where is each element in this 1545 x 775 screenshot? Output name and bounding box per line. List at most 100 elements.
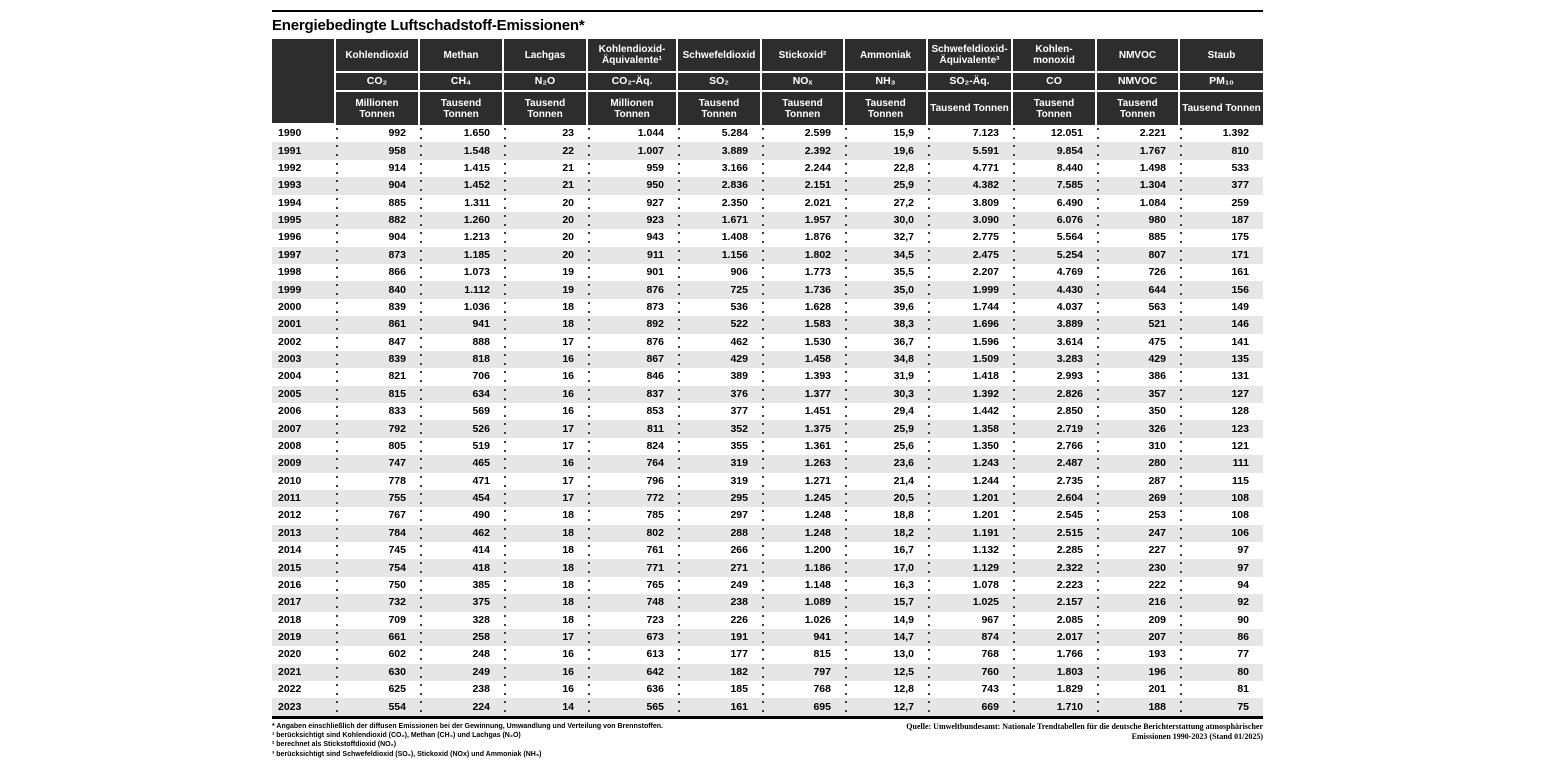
value-cell: 732: [336, 594, 420, 612]
year-cell: 2022: [278, 683, 302, 696]
value-cell: 2.021: [762, 195, 845, 212]
value-cell: 839: [336, 350, 420, 369]
value-cell: 196: [1097, 663, 1180, 681]
value-cell: 1.263: [762, 455, 845, 473]
value-cell: 193: [1097, 646, 1180, 663]
column-formula-header: CO: [1013, 73, 1097, 92]
value-cell: 892: [588, 316, 678, 334]
value-cell: 885: [1097, 229, 1180, 246]
value-cell: 807: [1097, 246, 1180, 264]
value-cell: 1.548: [420, 142, 504, 160]
header-row-units: Millionen Tonnen Tausend Tonnen Tausend To…: [272, 92, 1263, 125]
value-cell: 17,0: [845, 559, 928, 577]
value-cell: 818: [420, 350, 504, 369]
value-cell: 32,7: [845, 229, 928, 246]
year-cell: 2017: [272, 594, 336, 612]
value-cell: 1.078: [928, 577, 1013, 594]
value-cell: 2.487: [1013, 455, 1097, 473]
value-cell: 1.408: [678, 229, 762, 246]
value-cell: 471: [420, 473, 504, 490]
value-cell: 772: [588, 489, 678, 508]
table-row: 2005 815 634 16 837 376 1.377 30,3 1.392 2.826 357…: [272, 385, 1263, 403]
value-cell: 2.207: [928, 264, 1013, 281]
value-cell: 709: [336, 612, 420, 629]
value-cell: 768: [762, 681, 845, 698]
value-cell: 634: [420, 385, 504, 403]
value-cell: 216: [1097, 594, 1180, 612]
value-cell: 950: [588, 177, 678, 195]
value-cell: 943: [588, 229, 678, 246]
column-name-header: Kohlendioxid: [336, 39, 420, 73]
value-cell: 127: [1180, 385, 1263, 403]
table-row: 2016 750 385 18 765 249 1.148 16,3 1.078 2.223 222…: [272, 577, 1263, 594]
column-formula-header: CH₄: [420, 73, 504, 92]
value-cell: 784: [336, 524, 420, 542]
value-cell: 554: [336, 698, 420, 716]
value-cell: 941: [762, 628, 845, 647]
value-cell: 149: [1180, 299, 1263, 316]
value-cell: 811: [588, 420, 678, 438]
value-cell: 19,6: [845, 142, 928, 160]
value-cell: 38,3: [845, 316, 928, 334]
value-cell: 238: [678, 594, 762, 612]
value-cell: 4.430: [1013, 281, 1097, 299]
year-cell: 1991: [272, 142, 336, 160]
table-row: 1999 840 1.112 19 876 725 1.736 35,0 1.999 4.430 6…: [272, 281, 1263, 299]
value-cell: 18: [504, 316, 588, 334]
table-row: 2006 833 569 16 853 377 1.451 29,4 1.442 2.850 350…: [272, 403, 1263, 420]
value-cell: 904: [336, 177, 420, 195]
value-cell: 723: [588, 612, 678, 629]
column-name-header: Lachgas: [504, 39, 588, 73]
value-cell: 16: [504, 368, 588, 385]
value-cell: 2.221: [1097, 125, 1180, 142]
value-cell: 1.311: [420, 195, 504, 212]
year-cell: 2003: [272, 350, 336, 369]
value-cell: 12,5: [845, 663, 928, 681]
value-cell: 2.017: [1013, 628, 1097, 647]
value-cell: 17: [504, 334, 588, 351]
table-row: 1997 873 1.185 20 911 1.156 1.802 34,5 2.475 5.25…: [272, 246, 1263, 264]
value-cell: 1.156: [678, 246, 762, 264]
value-cell: 1.999: [928, 281, 1013, 299]
value-cell: 613: [588, 646, 678, 663]
value-cell: 785: [588, 507, 678, 524]
value-cell: 429: [678, 350, 762, 369]
year-cell: 2000: [278, 300, 302, 313]
value-cell: 1.036: [420, 299, 504, 316]
value-cell: 19: [504, 281, 588, 299]
value-cell: 1.773: [762, 264, 845, 281]
value-cell: 16: [504, 455, 588, 473]
value-cell: 1.671: [678, 211, 762, 230]
value-cell: 16: [504, 403, 588, 420]
value-cell: 805: [336, 438, 420, 455]
value-cell: 1.377: [762, 385, 845, 403]
value-cell: 266: [678, 542, 762, 559]
top-rule: [272, 10, 1263, 12]
value-cell: 35,0: [845, 281, 928, 299]
value-cell: 7.123: [928, 125, 1013, 142]
value-cell: 1.361: [762, 438, 845, 455]
value-cell: 1.350: [928, 438, 1013, 455]
value-cell: 16: [504, 663, 588, 681]
table-row: 2014 745 414 18 761 266 1.200 16,7 1.132 2.285 227…: [272, 542, 1263, 559]
value-cell: 1.458: [762, 350, 845, 369]
value-cell: 259: [1180, 195, 1263, 212]
source-line: Quelle: Umweltbundesamt: Nationale Trend…: [906, 721, 1263, 731]
value-cell: 185: [678, 681, 762, 698]
value-cell: 21,4: [845, 473, 928, 490]
value-cell: 111: [1180, 455, 1263, 473]
year-cell: 1999: [272, 281, 336, 299]
value-cell: 94: [1180, 577, 1263, 594]
value-cell: 1.200: [762, 542, 845, 559]
value-cell: 209: [1097, 612, 1180, 629]
value-cell: 2.775: [928, 229, 1013, 246]
value-cell: 810: [1180, 142, 1263, 160]
table-row: 2008 805 519 17 824 355 1.361 25,6 1.350 2.766 310…: [272, 438, 1263, 455]
emissions-table-sheet: Energiebedingte Luftschadstoff-Emissione…: [272, 0, 1263, 759]
value-cell: 22,8: [845, 160, 928, 177]
value-cell: 20: [504, 229, 588, 246]
value-cell: 39,6: [845, 299, 928, 316]
value-cell: 630: [336, 663, 420, 681]
value-cell: 642: [588, 663, 678, 681]
year-cell: 2002: [278, 335, 302, 348]
